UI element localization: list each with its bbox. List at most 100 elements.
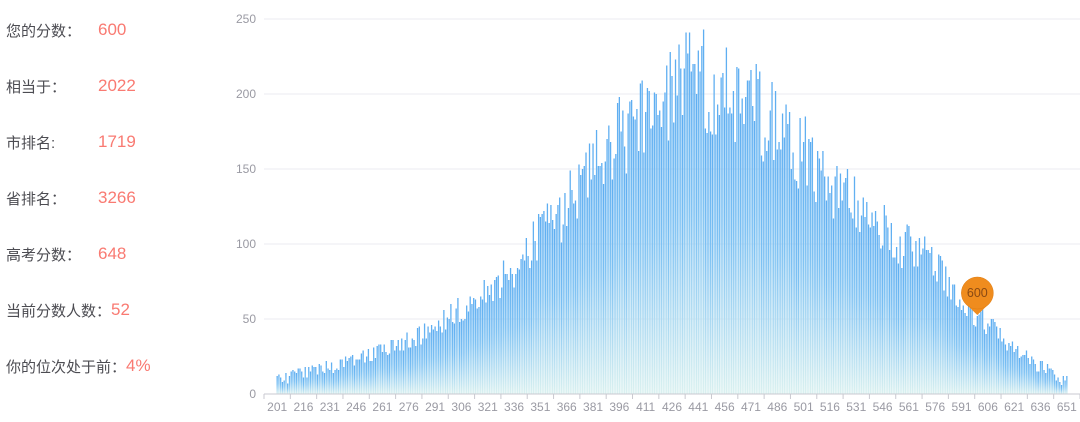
- histogram-bar[interactable]: [515, 274, 517, 394]
- histogram-bar[interactable]: [495, 277, 498, 394]
- histogram-bar[interactable]: [308, 367, 310, 394]
- histogram-bar[interactable]: [555, 214, 557, 394]
- histogram-bar[interactable]: [588, 143, 591, 395]
- histogram-bar[interactable]: [1022, 355, 1024, 394]
- score-marker[interactable]: 600: [961, 276, 994, 315]
- histogram-bar[interactable]: [929, 253, 931, 394]
- histogram-bar[interactable]: [439, 326, 442, 395]
- histogram-bar[interactable]: [788, 112, 791, 394]
- histogram-bar[interactable]: [797, 188, 799, 395]
- histogram-bar[interactable]: [504, 274, 506, 394]
- histogram-bar[interactable]: [390, 340, 392, 394]
- histogram-bar[interactable]: [436, 331, 438, 394]
- histogram-bar[interactable]: [829, 193, 831, 394]
- histogram-bar[interactable]: [706, 133, 708, 394]
- histogram-bar[interactable]: [762, 161, 764, 395]
- histogram-bar[interactable]: [306, 377, 308, 395]
- histogram-bar[interactable]: [731, 113, 733, 395]
- histogram-bar[interactable]: [529, 268, 531, 394]
- histogram-bar[interactable]: [736, 67, 738, 394]
- histogram-bar[interactable]: [815, 202, 817, 394]
- histogram-bar[interactable]: [325, 361, 327, 394]
- histogram-bar[interactable]: [771, 82, 773, 394]
- histogram-bar[interactable]: [525, 238, 527, 394]
- histogram-bar[interactable]: [594, 175, 596, 394]
- histogram-bar[interactable]: [890, 223, 892, 394]
- histogram-bar[interactable]: [957, 307, 959, 394]
- histogram-bar[interactable]: [720, 77, 722, 395]
- histogram-bar[interactable]: [378, 344, 380, 395]
- histogram-bar[interactable]: [688, 32, 691, 395]
- histogram-bar[interactable]: [760, 155, 763, 395]
- histogram-bar[interactable]: [764, 137, 766, 395]
- histogram-bar[interactable]: [685, 32, 687, 395]
- histogram-bar[interactable]: [713, 74, 715, 395]
- histogram-bar[interactable]: [1024, 355, 1026, 394]
- histogram-bar[interactable]: [402, 350, 405, 395]
- histogram-bar[interactable]: [773, 160, 775, 394]
- histogram-bar[interactable]: [404, 340, 406, 394]
- histogram-bar[interactable]: [966, 316, 968, 394]
- histogram-bar[interactable]: [1066, 376, 1068, 394]
- histogram-bar[interactable]: [831, 185, 833, 395]
- histogram-bar[interactable]: [692, 64, 694, 394]
- histogram-bar[interactable]: [934, 271, 936, 394]
- histogram-bar[interactable]: [608, 125, 610, 395]
- histogram-bar[interactable]: [899, 236, 901, 395]
- histogram-bar[interactable]: [1008, 343, 1010, 394]
- histogram-bar[interactable]: [1043, 370, 1045, 394]
- histogram-bar[interactable]: [448, 319, 450, 394]
- histogram-bar[interactable]: [1050, 368, 1052, 395]
- histogram-bar[interactable]: [739, 113, 742, 395]
- histogram-bar[interactable]: [745, 97, 747, 394]
- histogram-bar[interactable]: [629, 101, 631, 395]
- histogram-bar[interactable]: [339, 359, 341, 395]
- histogram-bar[interactable]: [818, 158, 821, 395]
- histogram-bar[interactable]: [394, 350, 396, 395]
- histogram-bar[interactable]: [634, 119, 636, 395]
- histogram-bar[interactable]: [697, 50, 699, 395]
- histogram-bar[interactable]: [383, 344, 385, 395]
- histogram-bar[interactable]: [1045, 373, 1047, 394]
- histogram-bar[interactable]: [832, 218, 835, 395]
- histogram-bar[interactable]: [795, 181, 798, 394]
- histogram-bar[interactable]: [364, 362, 366, 395]
- histogram-bar[interactable]: [536, 260, 538, 395]
- histogram-bar[interactable]: [869, 227, 871, 395]
- histogram-bar[interactable]: [409, 347, 412, 395]
- histogram-bar[interactable]: [1015, 349, 1017, 394]
- histogram-bar[interactable]: [974, 326, 977, 395]
- histogram-bar[interactable]: [655, 94, 657, 394]
- histogram-bar[interactable]: [422, 338, 424, 395]
- histogram-bar[interactable]: [783, 137, 785, 395]
- histogram-bar[interactable]: [841, 200, 843, 395]
- histogram-bar[interactable]: [1017, 346, 1019, 394]
- histogram-bar[interactable]: [290, 371, 292, 395]
- histogram-bar[interactable]: [387, 355, 389, 394]
- histogram-bar[interactable]: [687, 53, 689, 395]
- histogram-bar[interactable]: [516, 268, 519, 394]
- histogram-bar[interactable]: [769, 110, 771, 395]
- histogram-bar[interactable]: [583, 166, 585, 394]
- histogram-bar[interactable]: [667, 140, 670, 395]
- histogram-bar[interactable]: [694, 64, 696, 394]
- histogram-bar[interactable]: [455, 308, 457, 395]
- histogram-bar[interactable]: [978, 314, 980, 395]
- histogram-bar[interactable]: [985, 334, 987, 394]
- histogram-bar[interactable]: [530, 260, 533, 395]
- histogram-bar[interactable]: [297, 368, 299, 395]
- histogram-bar[interactable]: [620, 131, 622, 395]
- histogram-bar[interactable]: [1046, 364, 1049, 394]
- histogram-bar[interactable]: [313, 367, 315, 394]
- histogram-bar[interactable]: [508, 280, 510, 394]
- histogram-bar[interactable]: [511, 274, 513, 394]
- histogram-bar[interactable]: [280, 377, 282, 395]
- histogram-bar[interactable]: [699, 71, 701, 395]
- histogram-bar[interactable]: [683, 68, 685, 395]
- histogram-bar[interactable]: [718, 115, 721, 394]
- histogram-bar[interactable]: [1055, 380, 1057, 395]
- histogram-bar[interactable]: [960, 310, 963, 394]
- histogram-bar[interactable]: [850, 212, 852, 395]
- histogram-bar[interactable]: [557, 205, 559, 394]
- histogram-bar[interactable]: [648, 91, 650, 394]
